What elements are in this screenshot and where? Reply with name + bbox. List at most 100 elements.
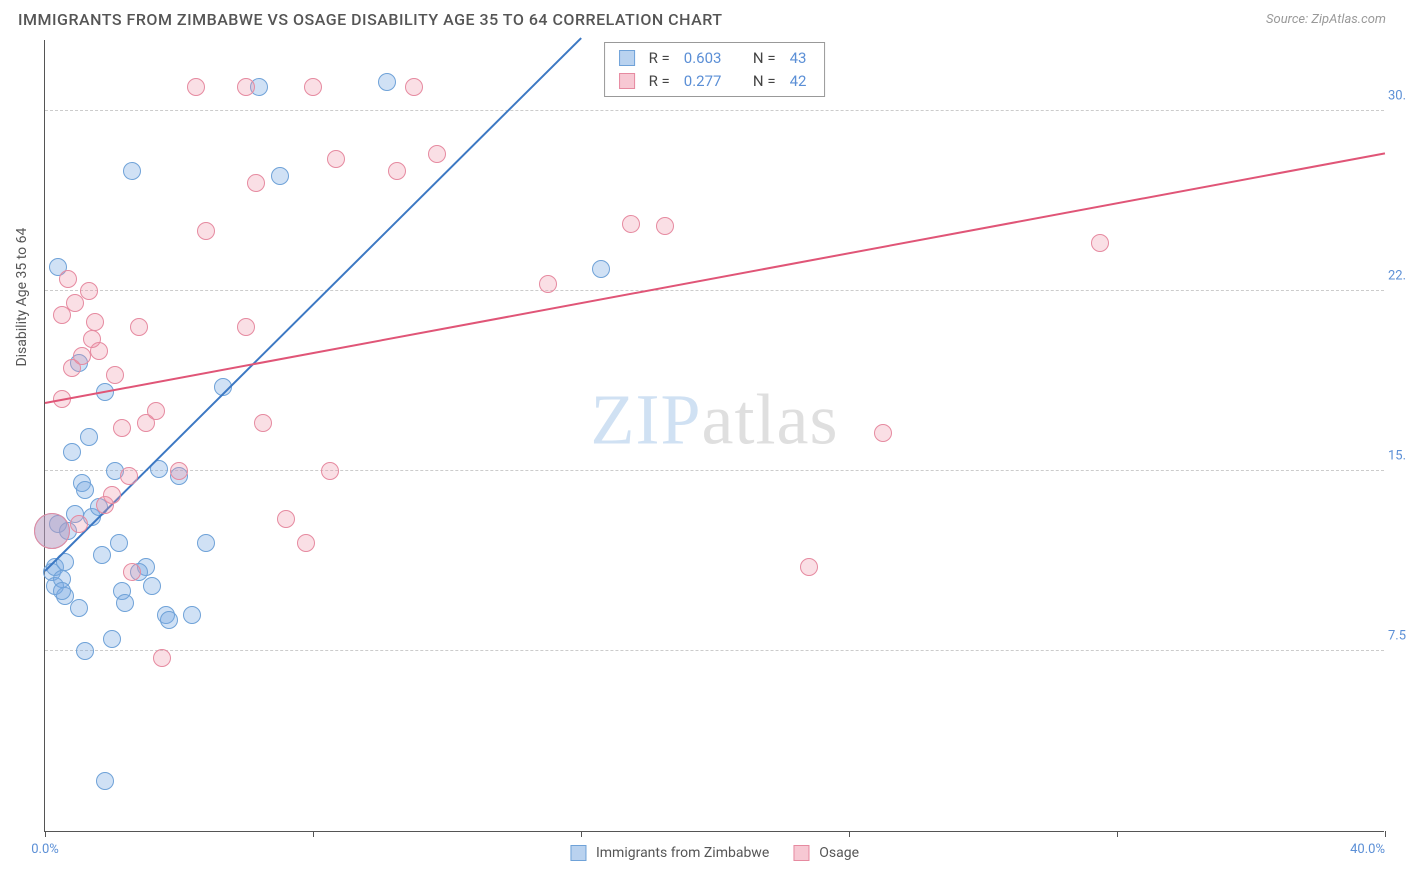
stat-r-label: R = xyxy=(649,70,670,93)
watermark: ZIPatlas xyxy=(591,378,839,461)
scatter-point xyxy=(254,414,272,432)
stat-n-label: N = xyxy=(753,47,776,70)
gridline xyxy=(45,650,1384,651)
scatter-point xyxy=(800,558,818,576)
scatter-point xyxy=(123,563,141,581)
chart-header: IMMIGRANTS FROM ZIMBABWE VS OSAGE DISABI… xyxy=(0,0,1406,35)
x-tick xyxy=(1117,831,1118,837)
scatter-point xyxy=(113,419,131,437)
scatter-point xyxy=(86,313,104,331)
scatter-point xyxy=(271,167,289,185)
stat-r-value: 0.277 xyxy=(684,70,722,93)
scatter-point xyxy=(656,217,674,235)
scatter-point xyxy=(59,270,77,288)
scatter-point xyxy=(237,318,255,336)
scatter-point xyxy=(388,162,406,180)
scatter-point xyxy=(187,78,205,96)
watermark-zip: ZIP xyxy=(591,379,702,459)
scatter-point xyxy=(247,174,265,192)
scatter-point xyxy=(110,534,128,552)
stats-row: R = 0.603 N = 43 xyxy=(619,47,811,70)
scatter-point xyxy=(277,510,295,528)
scatter-point xyxy=(170,462,188,480)
plot-area: ZIPatlas 7.5%15.0%22.5%30.0%0.0%40.0%R =… xyxy=(44,40,1384,832)
y-tick-label: 7.5% xyxy=(1388,629,1406,644)
x-tick-label: 0.0% xyxy=(31,842,59,857)
scatter-point xyxy=(120,467,138,485)
legend-swatch xyxy=(619,73,635,89)
scatter-point xyxy=(106,366,124,384)
stat-n-value: 42 xyxy=(790,70,807,93)
scatter-point xyxy=(153,649,171,667)
scatter-point xyxy=(123,162,141,180)
scatter-point xyxy=(321,462,339,480)
stat-r-value: 0.603 xyxy=(684,47,722,70)
x-tick xyxy=(849,831,850,837)
trend-line xyxy=(45,152,1385,404)
legend-item: Osage xyxy=(793,845,859,861)
x-tick xyxy=(313,831,314,837)
scatter-point xyxy=(874,424,892,442)
trend-line xyxy=(44,37,581,571)
stat-n-value: 43 xyxy=(790,47,807,70)
x-tick-label: 40.0% xyxy=(1350,842,1385,857)
bottom-legend: Immigrants from Zimbabwe Osage xyxy=(570,845,859,861)
stat-r-label: R = xyxy=(649,47,670,70)
scatter-point xyxy=(197,534,215,552)
scatter-point xyxy=(70,515,88,533)
stats-legend: R = 0.603 N = 43 R = 0.277 N = 42 xyxy=(604,42,826,97)
scatter-point xyxy=(147,402,165,420)
legend-label: Immigrants from Zimbabwe xyxy=(596,845,769,861)
y-tick-label: 15.0% xyxy=(1388,449,1406,464)
y-axis-label: Disability Age 35 to 64 xyxy=(14,228,30,367)
scatter-point xyxy=(304,78,322,96)
gridline xyxy=(45,470,1384,471)
scatter-point xyxy=(622,215,640,233)
scatter-point xyxy=(405,78,423,96)
scatter-point xyxy=(160,611,178,629)
plot-wrap: Disability Age 35 to 64 ZIPatlas 7.5%15.… xyxy=(44,40,1384,832)
scatter-point xyxy=(327,150,345,168)
stats-row: R = 0.277 N = 42 xyxy=(619,70,811,93)
scatter-point xyxy=(66,294,84,312)
legend-label: Osage xyxy=(819,845,859,861)
legend-swatch xyxy=(793,845,809,861)
x-tick xyxy=(1385,831,1386,837)
scatter-point xyxy=(93,546,111,564)
scatter-point xyxy=(103,486,121,504)
scatter-point xyxy=(73,347,91,365)
y-tick-label: 30.0% xyxy=(1388,89,1406,104)
scatter-point-large xyxy=(34,513,70,549)
gridline xyxy=(45,290,1384,291)
scatter-point xyxy=(103,630,121,648)
scatter-point xyxy=(183,606,201,624)
scatter-point xyxy=(539,275,557,293)
scatter-point xyxy=(297,534,315,552)
x-tick xyxy=(581,831,582,837)
scatter-point xyxy=(96,772,114,790)
scatter-point xyxy=(197,222,215,240)
scatter-point xyxy=(70,599,88,617)
scatter-point xyxy=(76,481,94,499)
scatter-point xyxy=(237,78,255,96)
scatter-point xyxy=(116,594,134,612)
scatter-point xyxy=(592,260,610,278)
watermark-atlas: atlas xyxy=(702,379,839,459)
scatter-point xyxy=(53,582,71,600)
chart-source: Source: ZipAtlas.com xyxy=(1266,12,1386,27)
scatter-point xyxy=(1091,234,1109,252)
scatter-point xyxy=(80,428,98,446)
legend-swatch xyxy=(570,845,586,861)
scatter-point xyxy=(378,73,396,91)
scatter-point xyxy=(143,577,161,595)
scatter-point xyxy=(76,642,94,660)
legend-item: Immigrants from Zimbabwe xyxy=(570,845,769,861)
scatter-point xyxy=(63,443,81,461)
scatter-point xyxy=(83,330,101,348)
scatter-point xyxy=(428,145,446,163)
stat-n-label: N = xyxy=(753,70,776,93)
gridline xyxy=(45,110,1384,111)
x-tick xyxy=(45,831,46,837)
legend-swatch xyxy=(619,50,635,66)
chart-title: IMMIGRANTS FROM ZIMBABWE VS OSAGE DISABI… xyxy=(18,10,723,29)
